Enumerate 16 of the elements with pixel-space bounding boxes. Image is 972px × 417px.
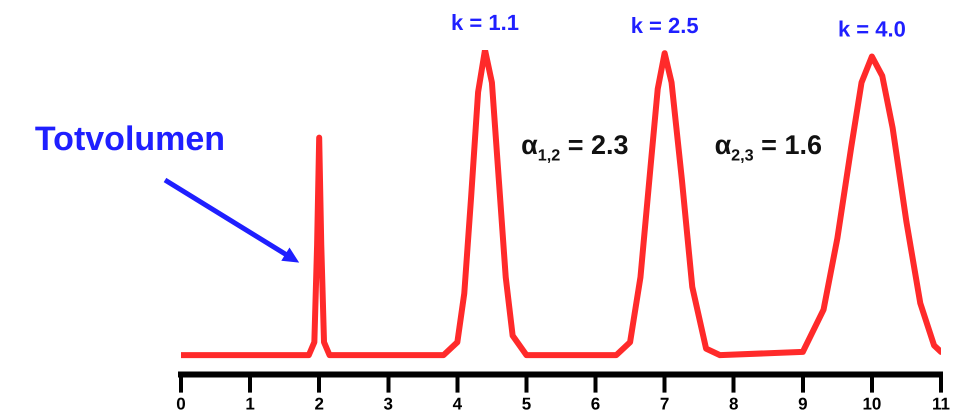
x-tick-label: 4 (452, 394, 463, 414)
x-tick-label: 6 (590, 394, 600, 414)
x-tick-label: 10 (862, 394, 882, 414)
x-tick-label: 5 (522, 394, 532, 414)
x-tick-label: 9 (798, 394, 808, 414)
x-tick-label: 11 (932, 394, 950, 414)
x-tick-label: 8 (728, 394, 738, 414)
annotation: k = 2.5 (630, 13, 699, 38)
annotation: Totvolumen (34, 120, 226, 158)
annotation: k = 1.1 (451, 10, 519, 35)
x-tick-label: 7 (660, 394, 670, 414)
x-tick-label: 1 (245, 394, 255, 414)
x-tick-label: 3 (384, 394, 394, 414)
x-tick-label: 2 (314, 394, 324, 414)
annotation: k = 4.0 (838, 16, 906, 42)
x-tick-label: 0 (176, 394, 186, 414)
